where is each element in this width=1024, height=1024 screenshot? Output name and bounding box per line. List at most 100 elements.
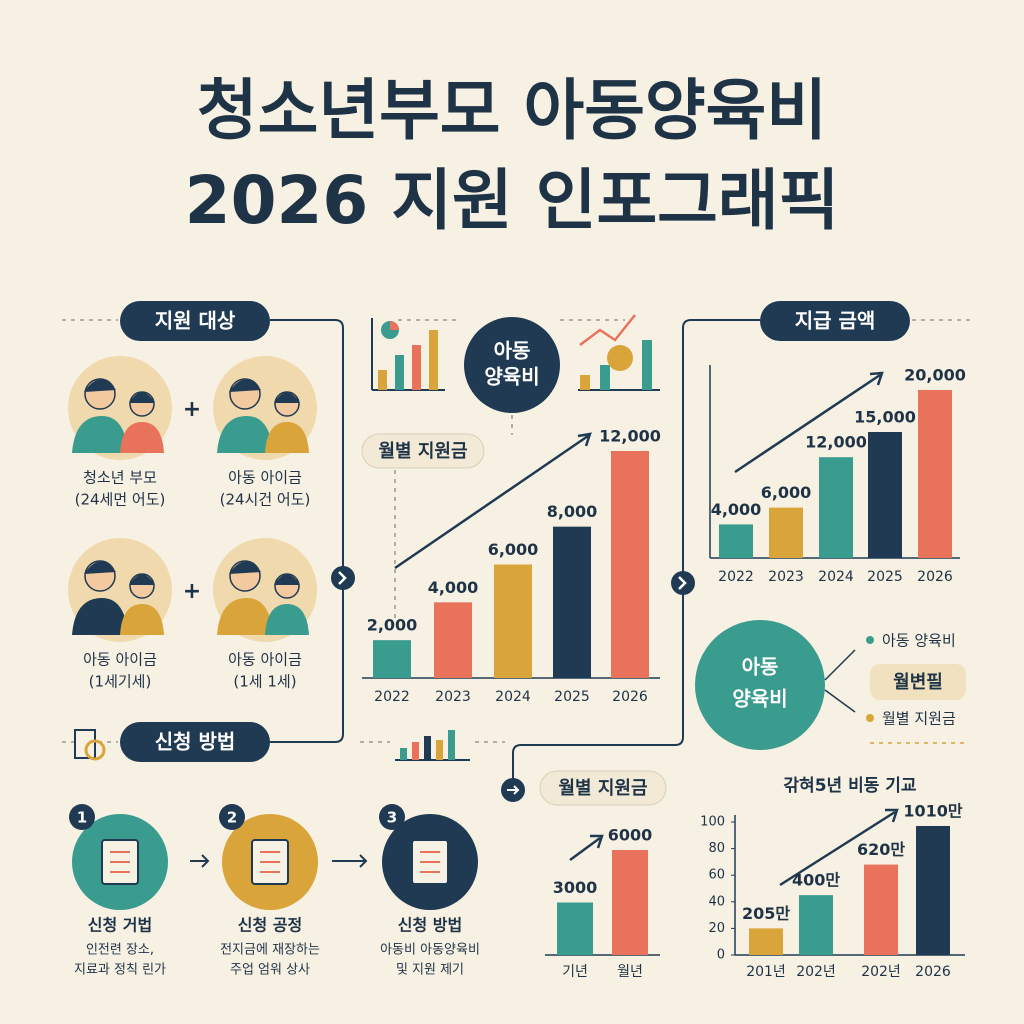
step-number-bg xyxy=(69,804,95,830)
section-label: 지원 대상 xyxy=(155,309,236,333)
figure xyxy=(120,422,164,453)
step-number: 3 xyxy=(387,809,397,827)
badge-text: 양육비 xyxy=(484,365,539,389)
value-label: 4,000 xyxy=(711,500,762,519)
figure xyxy=(129,574,155,585)
x-tick-label: 202년 xyxy=(861,964,901,980)
value-label: 6,000 xyxy=(488,540,539,559)
chart-title: 지급 금액 xyxy=(795,309,876,333)
bar xyxy=(553,526,591,678)
section-label: 신청 방법 xyxy=(155,730,236,754)
figure xyxy=(265,422,309,453)
figure xyxy=(217,598,273,635)
step-desc: 지료과 정칙 린가 xyxy=(74,963,166,978)
x-tick-label: 2026 xyxy=(917,569,953,585)
annotation: 620만 xyxy=(857,840,905,859)
value-label: 6,000 xyxy=(761,483,812,502)
bar xyxy=(868,432,902,558)
bar xyxy=(434,602,472,678)
value-label: 4,000 xyxy=(428,578,479,597)
step-desc: 및 지원 제기 xyxy=(396,963,464,978)
bar xyxy=(918,390,952,558)
plus-sign: + xyxy=(183,579,201,604)
title-line: 청소년부모 아동양육비 xyxy=(197,72,827,149)
plus-sign: + xyxy=(183,397,201,422)
value-label: 3000 xyxy=(553,878,598,897)
bar xyxy=(864,864,898,955)
section-pill xyxy=(120,301,270,341)
highlight-pill xyxy=(870,664,966,700)
badge-text: 아동 xyxy=(742,655,779,679)
y-tick-label: 80 xyxy=(708,841,725,856)
figure xyxy=(229,379,261,392)
target-note: (1세기세) xyxy=(89,673,152,691)
badge xyxy=(695,620,825,750)
figure xyxy=(274,574,300,585)
step-desc: 주업 엄워 상사 xyxy=(230,963,310,978)
y-tick-label: 0 xyxy=(717,948,725,963)
figure xyxy=(129,392,155,403)
step-number-bg xyxy=(379,804,405,830)
target-name: 청소년 부모 xyxy=(83,469,157,487)
step-title: 신청 거법 xyxy=(88,916,152,935)
connectors xyxy=(62,319,970,802)
annotation: 205만 xyxy=(742,904,790,923)
target-name: 아동 아이금 xyxy=(228,469,302,487)
figure xyxy=(274,392,300,403)
step-desc: 인전련 장소, xyxy=(86,943,154,958)
step-title: 신청 공정 xyxy=(238,916,302,935)
x-tick-label: 2026 xyxy=(612,689,648,705)
chart-title: 월별 지원금 xyxy=(378,441,467,462)
badge-text: 양육비 xyxy=(732,687,787,711)
figure xyxy=(72,416,128,453)
x-tick-label: 201년 xyxy=(746,964,786,980)
badge-text: 아동 xyxy=(494,339,531,363)
bar xyxy=(719,524,753,558)
value-label: 15,000 xyxy=(854,408,916,427)
target-note: (24시건 어도) xyxy=(220,491,311,509)
y-tick-label: 100 xyxy=(700,815,725,830)
x-tick-label: 2026 xyxy=(915,964,951,980)
figure xyxy=(229,561,261,574)
step-desc: 전지금에 재장하는 xyxy=(220,943,320,958)
value-label: 2,000 xyxy=(367,616,418,635)
bar xyxy=(373,640,411,678)
step-number-bg xyxy=(219,804,245,830)
value-label: 6000 xyxy=(608,826,653,845)
chart-title: 갂혀5년 비동 기교 xyxy=(783,776,917,796)
x-tick-label: 202년 xyxy=(796,964,836,980)
y-tick-label: 20 xyxy=(708,921,725,936)
bar xyxy=(749,928,783,955)
bar xyxy=(819,457,853,558)
figure xyxy=(84,561,116,574)
figure xyxy=(265,604,309,635)
x-tick-label: 2024 xyxy=(495,689,531,705)
figure xyxy=(217,416,273,453)
section-pill xyxy=(760,301,910,341)
bar xyxy=(612,850,648,955)
step-desc: 아동비 아동양육비 xyxy=(380,943,480,958)
bar xyxy=(494,564,532,678)
step-title: 신청 방법 xyxy=(398,916,462,935)
highlight: 월변필 xyxy=(893,672,943,693)
legend-dot xyxy=(866,636,874,644)
chart-title-pill xyxy=(539,770,667,806)
target-name: 아동 아이금 xyxy=(83,651,157,669)
x-tick-label: 2024 xyxy=(818,569,854,585)
bar xyxy=(916,825,950,955)
value-label: 8,000 xyxy=(547,502,598,521)
x-tick-label: 2023 xyxy=(768,569,804,585)
target-note: (24세먼 어도) xyxy=(75,491,166,509)
legend-dot xyxy=(866,714,874,722)
y-tick-label: 40 xyxy=(708,894,725,909)
target-name: 아동 아이금 xyxy=(228,651,302,669)
figure xyxy=(72,598,128,635)
annotation: 1010만 xyxy=(903,801,963,820)
value-label: 12,000 xyxy=(599,427,661,446)
target-note: (1세 1세) xyxy=(233,673,296,691)
legend-item: 아동 양육비 xyxy=(882,632,956,650)
x-tick-label: 2023 xyxy=(435,689,471,705)
annotation: 400만 xyxy=(792,871,840,890)
